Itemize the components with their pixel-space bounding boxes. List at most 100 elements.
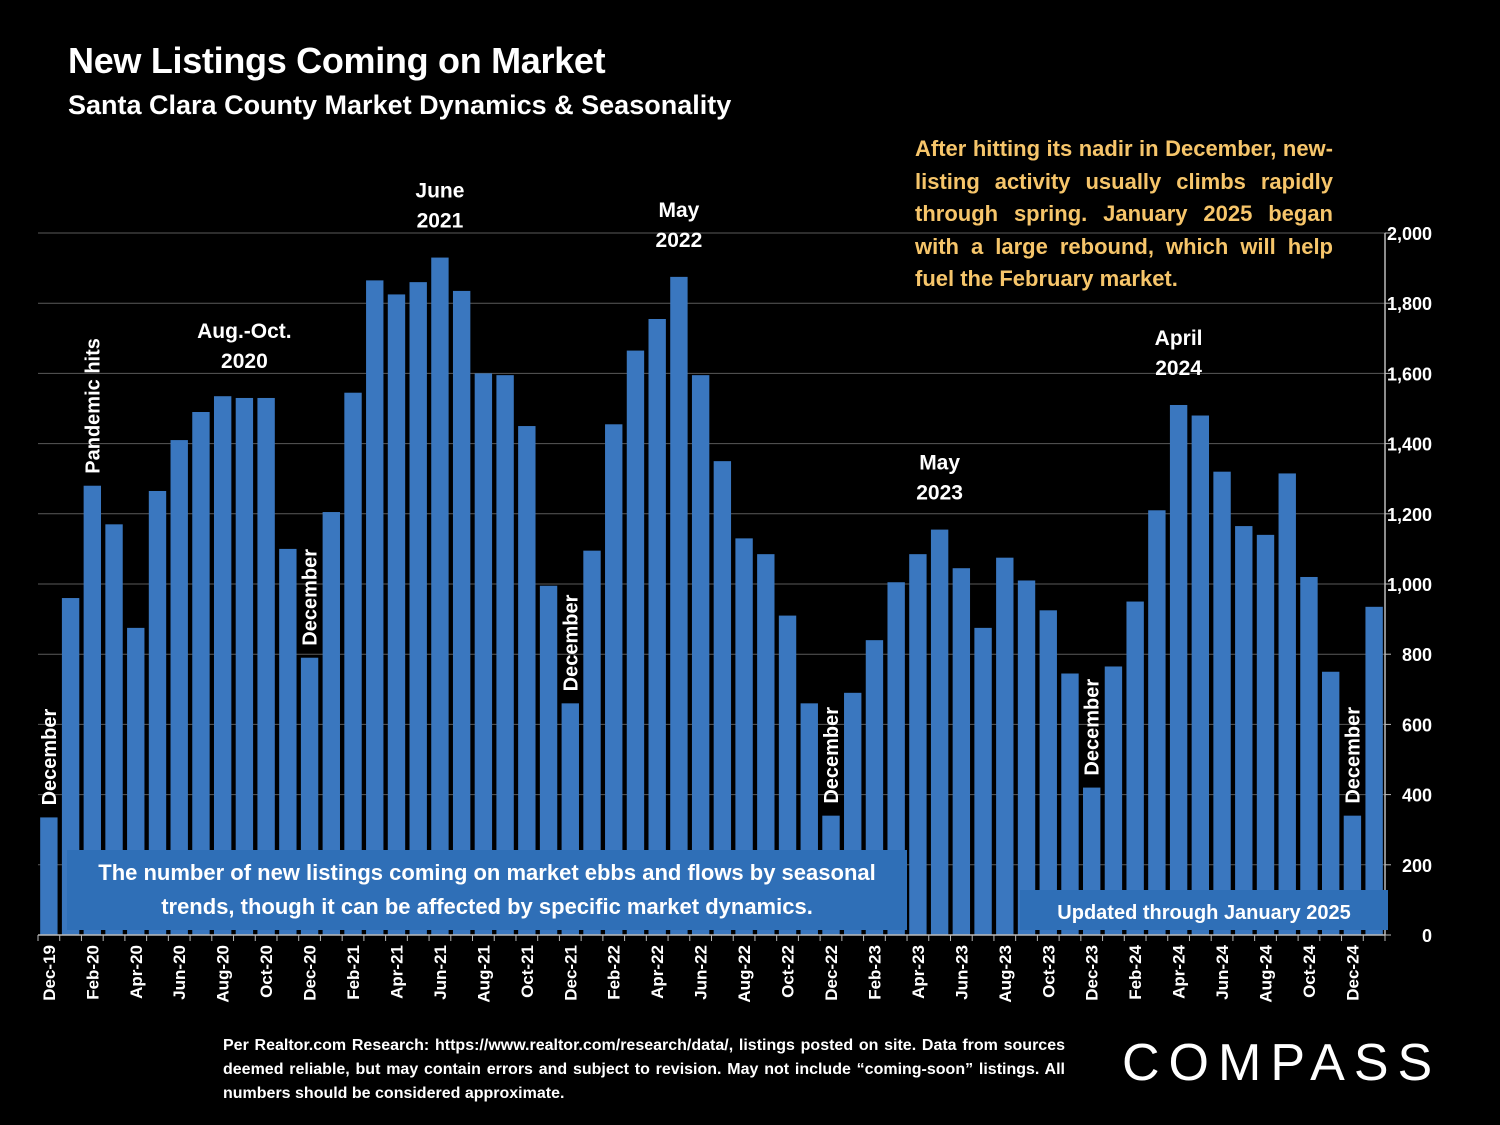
x-tick-label: Dec-22 (822, 945, 841, 1001)
x-tick-label: Jun-23 (952, 945, 971, 1000)
x-tick-label: Feb-22 (605, 945, 624, 1000)
compass-logo: COMPASS (1122, 1034, 1442, 1092)
annotation-label: June (415, 180, 464, 203)
bar-Feb-21 (344, 392, 362, 936)
annotation-label: May (919, 452, 960, 475)
bar-Jun-23 (952, 568, 971, 935)
bar-Jan-21 (322, 512, 340, 935)
bar-Jul-24 (1235, 526, 1253, 935)
annotation-label: December (1082, 679, 1104, 776)
x-tick-label: Feb-20 (83, 945, 102, 1000)
bar-Nov-21 (539, 585, 558, 935)
bar-Apr-23 (909, 554, 927, 935)
annotation-label: 2021 (417, 210, 464, 233)
annotation-label: 2020 (221, 350, 268, 373)
bar-Jun-21 (431, 257, 449, 935)
annotation-label: December (39, 708, 61, 805)
y-tick-label: 0 (1422, 926, 1432, 946)
x-tick-label: Aug-23 (996, 945, 1015, 1003)
bar-May-20 (148, 490, 167, 935)
bar-Nov-24 (1321, 671, 1340, 935)
x-tick-label: Apr-23 (909, 945, 928, 999)
updated-badge: Updated through January 2025 (1020, 890, 1388, 930)
x-tick-label: Dec-19 (40, 945, 59, 1001)
annotations: December Pandemic hits Aug.-Oct. 2020 Decemb… (39, 180, 1365, 806)
bar-Aug-24 (1256, 534, 1275, 935)
y-tick-label: 1,000 (1387, 575, 1432, 595)
bar-May-21 (409, 282, 427, 935)
bar-Apr-22 (648, 318, 666, 935)
bar-Mar-21 (366, 280, 384, 935)
chart-subtitle: Santa Clara County Market Dynamics & Sea… (68, 90, 732, 120)
bar-Aug-22 (735, 538, 753, 935)
bar-Dec-19 (40, 817, 58, 935)
commentary-note: After hitting its nadir in December, new… (915, 136, 1333, 291)
x-tick-label: Aug-21 (474, 945, 493, 1003)
bar-Apr-24 (1169, 404, 1188, 935)
bar-Aug-20 (213, 396, 232, 936)
y-tick-label: 2,000 (1387, 224, 1432, 244)
bar-Oct-23 (1039, 610, 1057, 935)
bar-Sep-20 (235, 397, 254, 936)
bar-Oct-24 (1300, 576, 1318, 935)
x-tick-label: Dec-20 (301, 945, 320, 1001)
annotation-label: December (560, 594, 582, 691)
bar-Jul-21 (452, 290, 471, 935)
bar-Jan-24 (1104, 666, 1123, 935)
y-tick-label: 600 (1402, 715, 1432, 735)
x-tick-label: Dec-23 (1083, 945, 1102, 1001)
x-tick-label: Oct-22 (779, 945, 798, 998)
bar-Nov-20 (279, 548, 297, 935)
x-tick-label: Apr-20 (127, 945, 146, 999)
bar-Feb-20 (83, 485, 102, 935)
y-tick-label: 1,800 (1387, 294, 1432, 314)
annotation-label: December (300, 549, 322, 646)
x-tick-label: Jun-22 (692, 945, 711, 1000)
bar-Aug-23 (996, 557, 1014, 935)
bar-Mar-23 (887, 582, 905, 935)
annotation-label: April (1155, 327, 1203, 350)
bar-Jul-23 (974, 627, 992, 935)
bar-Jul-22 (713, 461, 732, 935)
annotation-label: Aug.-Oct. (197, 320, 292, 343)
bar-Mar-24 (1148, 510, 1166, 935)
y-tick-label: 200 (1402, 856, 1432, 876)
bar-Mar-20 (105, 524, 123, 935)
y-tick-label: 1,200 (1387, 505, 1432, 525)
bar-Sep-24 (1278, 473, 1296, 935)
y-tick-label: 1,600 (1387, 364, 1432, 384)
bar-Mar-22 (626, 350, 645, 936)
bar-Jul-20 (192, 412, 210, 935)
annotation-label: 2023 (916, 482, 963, 505)
bar-Jun-20 (170, 440, 188, 935)
x-tick-label: Aug-20 (214, 945, 233, 1003)
bar-Sep-22 (757, 554, 775, 935)
bar-Jun-22 (691, 375, 710, 935)
annotation-label: 2024 (1155, 357, 1202, 380)
x-tick-label: Jun-20 (170, 945, 189, 1000)
explanation-box: The number of new listings coming on mar… (67, 850, 907, 930)
x-tick-label: Dec-21 (561, 945, 580, 1001)
x-tick-label: Aug-22 (735, 945, 754, 1003)
annotation-label: May (658, 199, 699, 222)
x-tick-label: Apr-24 (1170, 944, 1189, 998)
chart-title: New Listings Coming on Market (68, 40, 606, 81)
x-tick-label: Feb-23 (865, 945, 884, 1000)
bar-Jun-24 (1213, 471, 1231, 935)
bar-Feb-24 (1126, 601, 1144, 935)
x-tick-label: Oct-23 (1039, 945, 1058, 998)
bar-Oct-21 (518, 426, 536, 935)
y-tick-label: 400 (1402, 786, 1432, 806)
y-tick-label: 1,400 (1387, 435, 1432, 455)
y-tick-label: 800 (1402, 645, 1432, 665)
x-tick-label: Jun-21 (431, 945, 450, 1000)
annotation-label: 2022 (656, 229, 703, 252)
x-tick-label: Oct-20 (257, 945, 276, 998)
bar-Aug-21 (474, 373, 493, 935)
bar-Oct-20 (257, 397, 275, 936)
x-tick-label: Aug-24 (1257, 944, 1276, 1002)
x-tick-label: Oct-21 (518, 945, 537, 998)
bar-Sep-23 (1017, 580, 1036, 935)
bar-Jan-25 (1365, 606, 1383, 935)
x-tick-label: Jun-24 (1213, 944, 1232, 999)
